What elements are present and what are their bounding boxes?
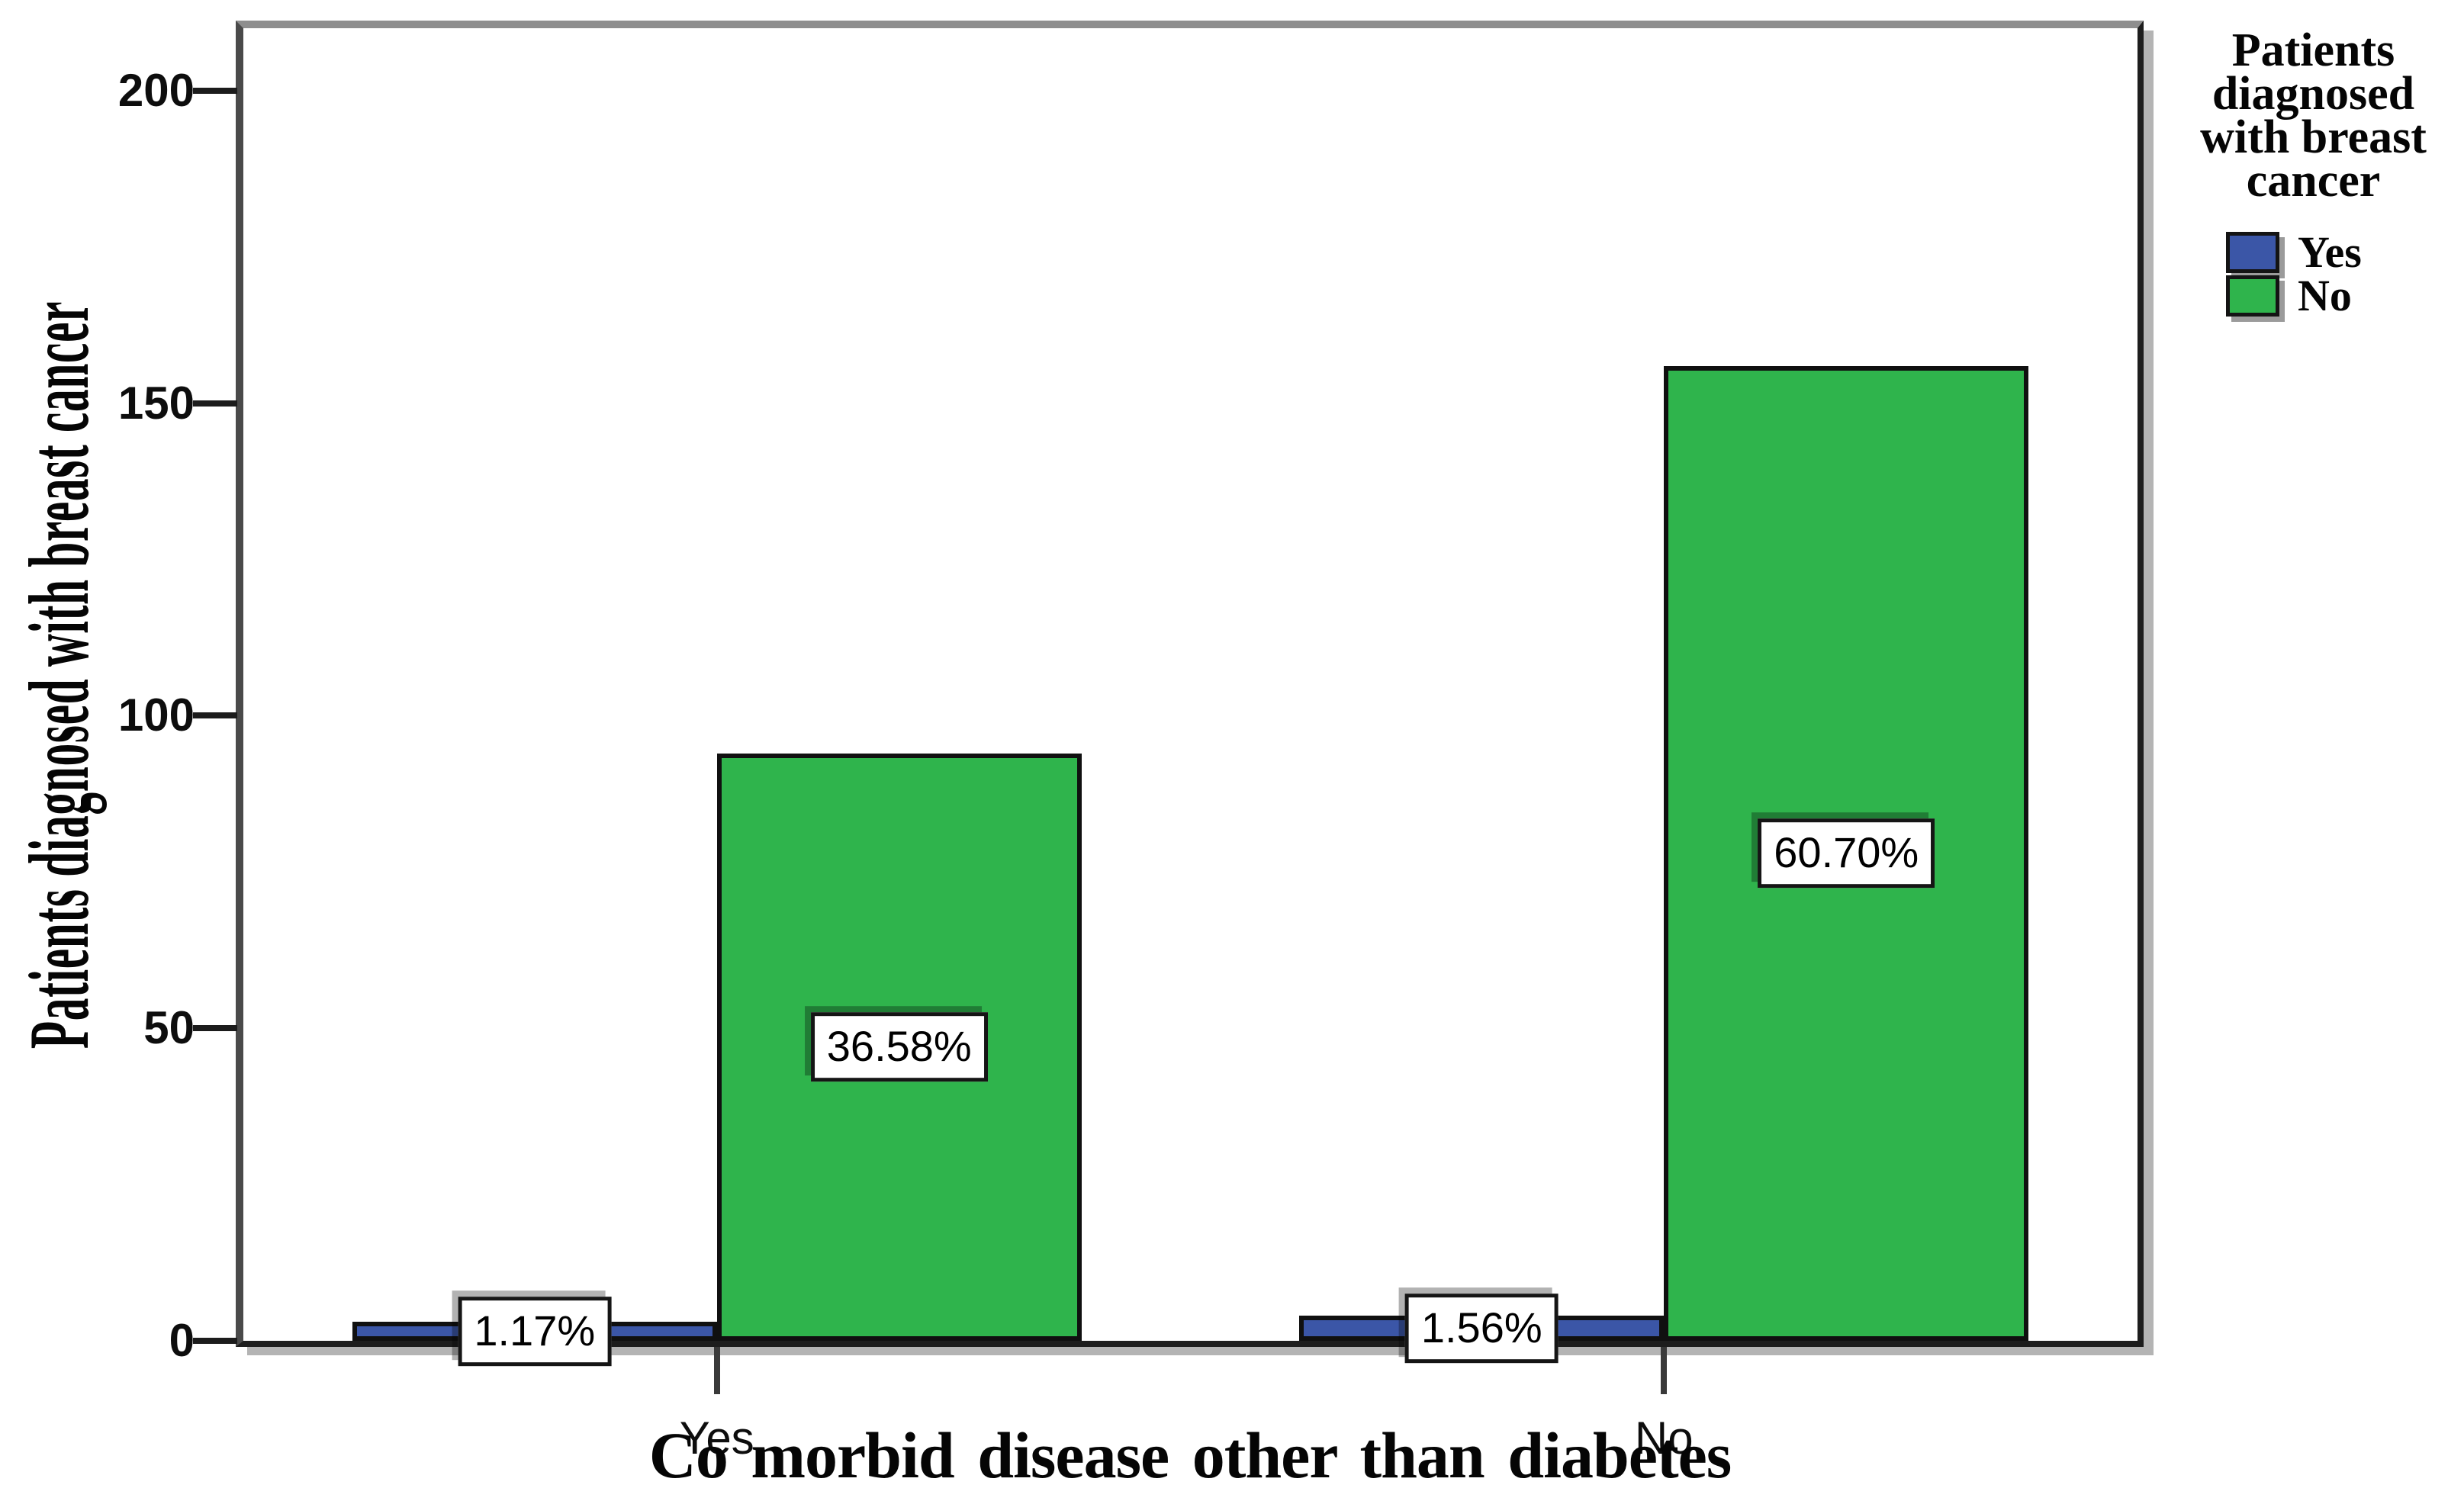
legend-label-no: No bbox=[2298, 271, 2352, 320]
y-tick-mark bbox=[193, 712, 237, 719]
y-axis-title: Patients diagnosed with breast cancer bbox=[12, 300, 107, 1049]
y-tick-label: 100 bbox=[117, 689, 195, 741]
y-tick-label: 0 bbox=[169, 1315, 195, 1366]
x-tick-mark bbox=[713, 1347, 720, 1394]
x-tick-label-yes: Yes bbox=[679, 1412, 754, 1464]
bar-percent-label: 1.17% bbox=[458, 1297, 612, 1366]
x-axis-title: Co morbid disease other than diabetes bbox=[648, 1419, 1732, 1488]
bar-percent-label: 1.56% bbox=[1404, 1294, 1558, 1363]
legend-label-yes: Yes bbox=[2298, 227, 2362, 277]
legend-items: Yes No bbox=[2170, 227, 2456, 320]
legend-item-no: No bbox=[2226, 271, 2456, 320]
legend-swatch-yes-icon bbox=[2226, 232, 2279, 273]
y-tick-label: 200 bbox=[117, 64, 195, 116]
y-tick-label: 150 bbox=[117, 377, 195, 429]
bar-percent-label: 36.58% bbox=[810, 1012, 988, 1082]
y-tick-mark bbox=[193, 87, 237, 94]
y-tick-mark bbox=[193, 1338, 237, 1344]
y-tick-mark bbox=[193, 400, 237, 407]
y-tick-label: 50 bbox=[143, 1002, 195, 1054]
plot-area: 0 50 100 150 200 Yes 1.17% 36.58% No 1.56% 60.70% bbox=[118, 21, 2144, 1461]
legend-item-yes: Yes bbox=[2226, 227, 2456, 277]
legend: Patients diagnosed with breast cancer Ye… bbox=[2170, 24, 2456, 320]
bar-percent-label: 60.70% bbox=[1758, 818, 1935, 888]
x-tick-label-no: No bbox=[1634, 1412, 1694, 1464]
y-tick-mark bbox=[193, 1025, 237, 1032]
legend-title: Patients diagnosed with breast cancer bbox=[2200, 24, 2427, 207]
legend-swatch-no-icon bbox=[2226, 275, 2279, 317]
x-tick-mark bbox=[1661, 1347, 1668, 1394]
